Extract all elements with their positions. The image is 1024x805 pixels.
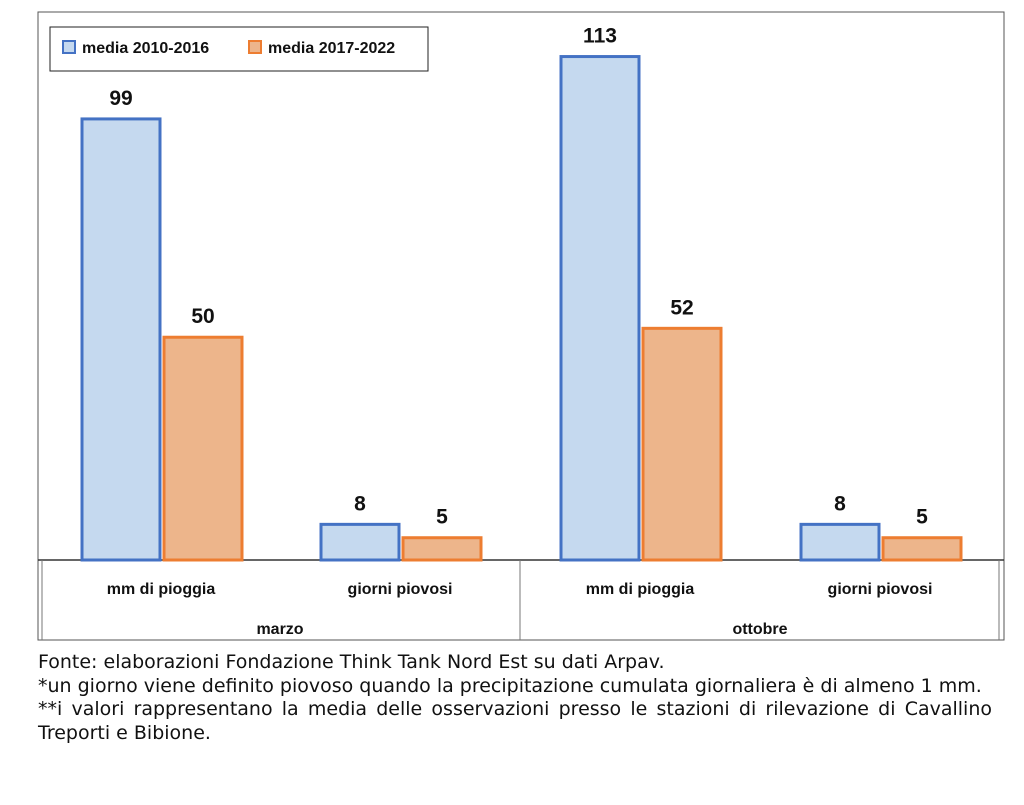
value-label-ottobre-mm-series-2: 52 bbox=[670, 296, 693, 319]
legend-swatch-2017-2022 bbox=[248, 40, 262, 54]
footnotes: Fonte: elaborazioni Fondazione Think Tan… bbox=[38, 651, 992, 745]
chart-area: media 2010-2016 media 2017-2022 99 8 113 8 5… bbox=[37, 11, 1005, 641]
legend-label-2010-2016: media 2010-2016 bbox=[82, 40, 209, 57]
value-label-marzo-giorni-series-1: 8 bbox=[354, 492, 366, 515]
category-label-ottobre-mm: mm di pioggia bbox=[586, 581, 695, 598]
value-label-marzo-mm-series-1: 99 bbox=[109, 87, 132, 110]
bar-marzo-giorni-series-1 bbox=[319, 522, 401, 562]
category-axis-frame bbox=[37, 559, 1005, 641]
bar-marzo-mm-series-2 bbox=[162, 335, 244, 562]
value-label-ottobre-giorni-series-1: 8 bbox=[834, 492, 846, 515]
bars-layer bbox=[80, 55, 963, 562]
bar-ottobre-giorni-series-1 bbox=[799, 522, 881, 562]
bar-ottobre-mm-series-1 bbox=[559, 55, 641, 562]
group-label-marzo: marzo bbox=[256, 621, 303, 638]
value-label-marzo-giorni-series-2: 5 bbox=[436, 506, 448, 529]
value-label-marzo-mm-series-2: 50 bbox=[191, 305, 214, 328]
bar-ottobre-mm-series-2 bbox=[641, 326, 723, 562]
category-label-marzo-giorni: giorni piovosi bbox=[348, 581, 453, 598]
category-label-ottobre-giorni: giorni piovosi bbox=[828, 581, 933, 598]
value-label-ottobre-mm-series-1: 113 bbox=[583, 25, 617, 48]
bar-ottobre-giorni-series-2 bbox=[881, 536, 963, 562]
source-note: Fonte: elaborazioni Fondazione Think Tan… bbox=[38, 651, 665, 673]
legend-label-2017-2022: media 2017-2022 bbox=[268, 40, 395, 57]
legend: media 2010-2016 media 2017-2022 bbox=[49, 26, 429, 72]
legend-swatch-2010-2016 bbox=[62, 40, 76, 54]
stations-note: **i valori rappresentano la media delle … bbox=[38, 698, 992, 744]
category-labels: mm di pioggia giorni piovosi mm di piogg… bbox=[107, 581, 933, 638]
bar-marzo-giorni-series-2 bbox=[401, 536, 483, 562]
legend-box bbox=[49, 26, 429, 72]
value-label-ottobre-giorni-series-2: 5 bbox=[916, 506, 928, 529]
value-labels-layer: 99 8 113 8 50 5 52 5 bbox=[109, 25, 928, 529]
bar-chart: media 2010-2016 media 2017-2022 99 8 113 8 5… bbox=[37, 11, 1005, 641]
rainy-day-definition-note: *un giorno viene definito piovoso quando… bbox=[38, 674, 982, 697]
bar-marzo-mm-series-1 bbox=[80, 117, 162, 562]
category-label-marzo-mm: mm di pioggia bbox=[107, 581, 216, 598]
group-label-ottobre: ottobre bbox=[732, 621, 787, 638]
